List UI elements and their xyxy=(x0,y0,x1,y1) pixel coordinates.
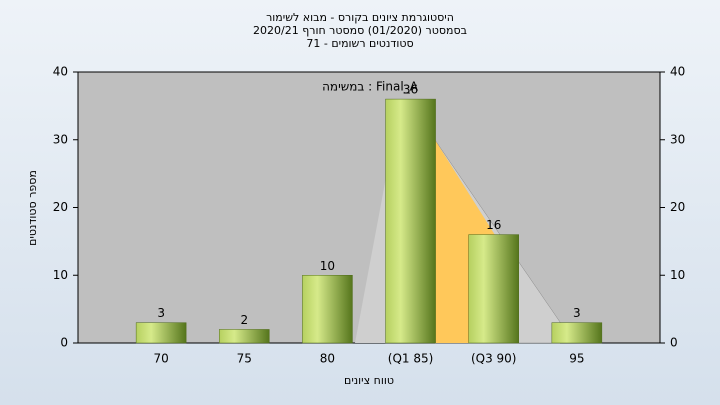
value-label: 16 xyxy=(486,218,501,232)
quartile-shade xyxy=(355,172,387,343)
x-axis-label: טווח ציונים xyxy=(344,374,394,387)
bar xyxy=(302,275,353,344)
x-tick-label: 70 xyxy=(154,352,169,366)
title-line: בסמסטר (01/2020) סמסטר חורף 2020/21 xyxy=(253,24,467,37)
title-line: סטודנטים רשומים - 71 xyxy=(306,37,413,50)
value-label: 36 xyxy=(403,83,418,97)
y-tick-label: 10 xyxy=(53,268,68,282)
y2-tick-label: 20 xyxy=(670,200,685,214)
value-label: 2 xyxy=(240,313,248,327)
value-label: 3 xyxy=(157,306,165,320)
y2-tick-label: 30 xyxy=(670,132,685,146)
y2-tick-label: 40 xyxy=(670,65,685,79)
value-label: 10 xyxy=(320,259,335,273)
bar xyxy=(135,322,187,344)
y-tick-label: 40 xyxy=(53,65,68,79)
bar xyxy=(219,329,270,344)
bar xyxy=(385,98,436,344)
y2-tick-label: 0 xyxy=(670,336,678,350)
annotation: במשימה : Final_A xyxy=(322,80,419,94)
x-tick-label: 95 xyxy=(569,352,584,366)
title-line: היסטוגרמת ציונים בקורס - מבוא לשימור xyxy=(266,11,454,24)
y-tick-label: 0 xyxy=(60,336,68,350)
y2-tick-label: 10 xyxy=(670,268,685,282)
bar xyxy=(468,234,519,344)
y-axis-label: מספר סטודנטים xyxy=(26,170,39,246)
x-tick-label: 75 xyxy=(237,352,252,366)
x-tick-label: (Q1 85) xyxy=(388,352,434,366)
y-tick-label: 20 xyxy=(53,200,68,214)
value-label: 3 xyxy=(573,306,581,320)
bar xyxy=(551,322,603,344)
x-tick-label: (Q3 90) xyxy=(471,352,517,366)
y-tick-label: 30 xyxy=(53,132,68,146)
x-tick-label: 80 xyxy=(320,352,335,366)
